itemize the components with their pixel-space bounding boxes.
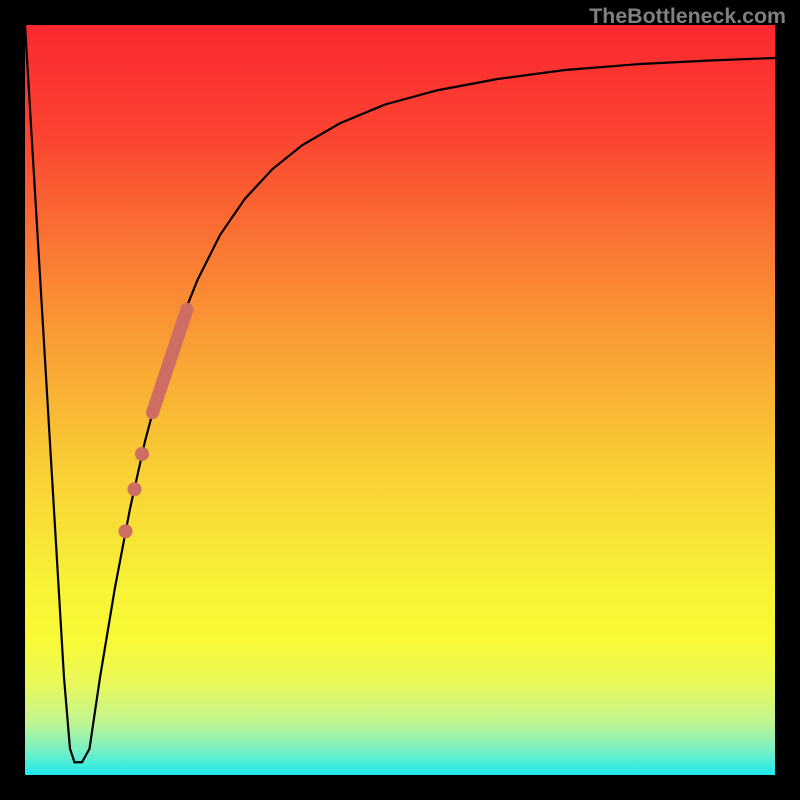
chart-svg	[0, 0, 800, 800]
bottleneck-chart: TheBottleneck.com	[0, 0, 800, 800]
marker-dot	[135, 447, 149, 461]
watermark-text: TheBottleneck.com	[589, 4, 786, 29]
marker-dot	[128, 482, 142, 496]
marker-dot	[119, 524, 133, 538]
gradient-background	[25, 25, 775, 775]
